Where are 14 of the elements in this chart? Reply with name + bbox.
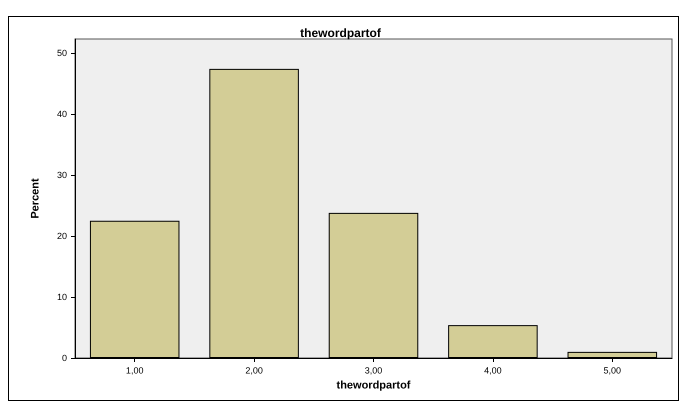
- x-tick-label: 2,00: [245, 366, 263, 376]
- chart-title: thewordpartof: [300, 26, 382, 40]
- x-tick-label: 5,00: [604, 366, 622, 376]
- x-tick-label: 3,00: [364, 366, 382, 376]
- x-tick-label: 4,00: [484, 366, 502, 376]
- x-tick-label: 1,00: [126, 366, 144, 376]
- y-tick-label: 0: [62, 353, 67, 363]
- x-axis-title: thewordpartof: [336, 380, 411, 392]
- y-tick-label: 10: [56, 292, 67, 302]
- y-axis-title: Percent: [30, 178, 42, 219]
- y-tick-label: 40: [56, 109, 67, 120]
- y-tick-label: 30: [56, 170, 67, 180]
- y-tick-label: 50: [56, 48, 67, 58]
- y-tick-label: 20: [56, 231, 67, 242]
